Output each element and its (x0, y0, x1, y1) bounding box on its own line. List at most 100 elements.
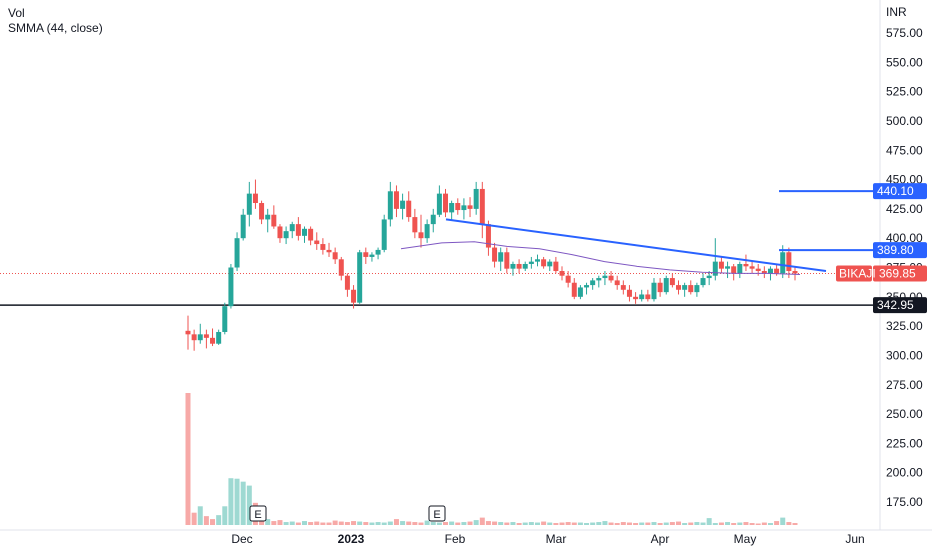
volume-bar (516, 523, 522, 525)
candle-body (473, 188, 479, 209)
volume-bar (265, 519, 271, 525)
volume-bar (436, 522, 442, 525)
candle-body (510, 263, 516, 269)
volume-bar (363, 522, 369, 525)
candle-body (669, 278, 675, 286)
candle-body (639, 294, 645, 300)
candle-body (657, 282, 663, 293)
candle-body (761, 271, 767, 274)
volume-bar (203, 516, 209, 525)
candle-body (498, 252, 504, 262)
volume-bar (590, 522, 596, 525)
volume-bar (522, 522, 528, 525)
y-tick-label: 475.00 (886, 143, 923, 157)
volume-bar (596, 522, 602, 525)
volume-bar (295, 522, 301, 525)
candle-body (246, 193, 252, 215)
volume-bar (737, 522, 743, 525)
candle-body (792, 271, 798, 274)
volume-bar (725, 522, 731, 525)
volume-bar (461, 522, 467, 525)
volume-bar (645, 522, 651, 525)
candle-body (626, 289, 632, 297)
candle-body (547, 261, 553, 267)
candle-body (393, 191, 399, 209)
candle-body (430, 214, 436, 225)
candle-body (571, 282, 577, 297)
smma-line (400, 241, 801, 276)
x-tick-label: Apr (651, 532, 670, 546)
candle-body (516, 263, 522, 269)
legend-smma: SMMA (44, close) (8, 21, 103, 35)
volume-bar (375, 522, 381, 525)
y-tick-label: 500.00 (886, 114, 923, 128)
volume-bar (528, 522, 534, 525)
volume-bar (700, 522, 706, 525)
volume-bar (780, 517, 786, 525)
candle-body (308, 228, 314, 241)
volume-bar (473, 520, 479, 525)
volume-bar (234, 478, 240, 525)
x-tick-label: Jun (845, 532, 864, 546)
volume-bar (246, 485, 252, 525)
volume-bar (351, 521, 357, 525)
volume-bar (534, 522, 540, 525)
volume-bar (240, 481, 246, 525)
candle-body (406, 200, 412, 218)
legend-volume: Vol (8, 6, 25, 20)
candle-body (203, 334, 209, 338)
volume-bar (197, 506, 203, 525)
volume-bar (792, 523, 798, 525)
volume-bar (271, 521, 277, 525)
candle-body (590, 280, 596, 286)
volume-bar (669, 522, 675, 525)
volume-bar (755, 523, 761, 525)
volume-bar (688, 522, 694, 525)
candle-body (718, 261, 724, 269)
earnings-marker-label: E (433, 509, 440, 521)
candle-body (743, 263, 749, 267)
volume-bar (381, 522, 387, 525)
x-tick-label: May (734, 532, 757, 546)
volume-bar (308, 522, 314, 525)
volume-bar (504, 522, 510, 525)
candle-body (234, 238, 240, 268)
candle-body (725, 266, 731, 269)
candle-body (584, 285, 590, 288)
volume-bar (301, 521, 307, 525)
y-tick-label: 525.00 (886, 85, 923, 99)
volume-bar (289, 521, 295, 525)
volume-bar (412, 522, 418, 525)
volume-bar (320, 522, 326, 525)
candle-body (786, 252, 792, 272)
candle-body (216, 331, 222, 344)
volume-bar (706, 518, 712, 525)
volume-bar (620, 522, 626, 525)
candle-body (449, 203, 455, 213)
volume-bar (510, 522, 516, 525)
earnings-marker (249, 505, 267, 522)
y-tick-label: 400.00 (886, 231, 923, 245)
candle-body (608, 275, 614, 281)
candle-body (455, 203, 461, 211)
volume-bar (541, 521, 547, 525)
candle-body (387, 191, 393, 220)
y-tick-label: 575.00 (886, 26, 923, 40)
candle-body (283, 231, 289, 239)
volume-bar (602, 521, 608, 525)
volume-bar (565, 522, 571, 525)
candle-body (443, 193, 449, 213)
x-tick-label: Mar (546, 532, 567, 546)
price-tag-389: 389.80 (877, 243, 914, 257)
candle-body (706, 275, 712, 279)
candle-body (436, 193, 442, 215)
x-tick-label: Feb (445, 532, 466, 546)
candle-body (400, 200, 406, 209)
candle-body (357, 252, 363, 303)
volume-bar (614, 523, 620, 525)
candle-body (749, 266, 755, 269)
candle-body (222, 306, 228, 332)
volume-bar (185, 393, 191, 525)
volume-bar (657, 523, 663, 525)
